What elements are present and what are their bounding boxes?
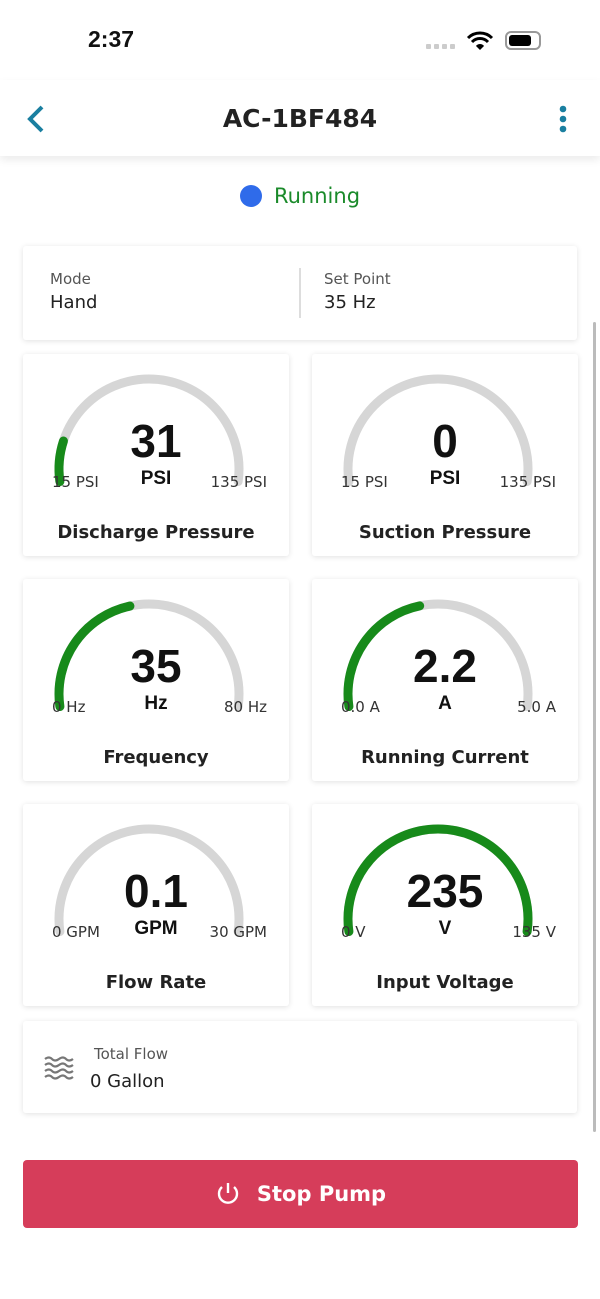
mode-value: Hand — [50, 292, 98, 313]
gauge-max: 80 Hz — [223, 698, 267, 716]
gauge-value: 235 — [406, 865, 484, 917]
gauge-name: Input Voltage — [376, 972, 514, 993]
total-flow-value: 0 Gallon — [90, 1071, 165, 1092]
wifi-icon — [466, 31, 494, 50]
gauge-max: 135 V — [512, 923, 556, 941]
power-icon — [217, 1183, 239, 1204]
gauge-fill — [54, 601, 135, 712]
gauge-card: 2.2 A 0.0 A 5.0 A Running Current — [312, 579, 578, 781]
gauge-card: 235 V 0 V 135 V Input Voltage — [312, 804, 578, 1006]
gauge-min: 0.0 A — [341, 698, 380, 716]
gauge-value: 2.2 — [413, 640, 477, 692]
gauge-min: 0 Hz — [52, 698, 86, 716]
gauge-value: 35 — [130, 640, 182, 692]
gauge-max: 30 GPM — [209, 923, 267, 941]
gauge-arc — [54, 824, 244, 937]
more-vertical-icon[interactable] — [556, 104, 570, 134]
gauge-min: 0 GPM — [52, 923, 100, 941]
scrollbar[interactable] — [593, 322, 596, 1132]
gauge-card: 0 PSI 15 PSI 135 PSI Suction Pressure — [312, 354, 578, 556]
gauge-value: 0 — [432, 415, 458, 467]
battery-icon — [505, 31, 541, 50]
gauge-fill — [343, 601, 425, 712]
gauge-track — [343, 374, 533, 487]
gauge-arc — [54, 374, 244, 487]
divider — [299, 268, 301, 318]
total-flow-card: Total Flow 0 Gallon — [23, 1021, 577, 1113]
app-header — [0, 80, 600, 156]
gauge-card: 35 Hz 0 Hz 80 Hz Frequency — [23, 579, 289, 781]
stop-pump-label: Stop Pump — [256, 1182, 387, 1206]
water-waves-icon — [44, 1056, 74, 1080]
page-title: AC-1BF484 — [222, 104, 378, 133]
gauge-unit: V — [438, 918, 452, 939]
gauge-max: 135 PSI — [210, 473, 267, 491]
gauge-min: 0 V — [341, 923, 366, 941]
gauge-name: Running Current — [361, 747, 529, 768]
gauge-min: 15 PSI — [52, 473, 99, 491]
stop-pump-button[interactable]: Stop Pump — [23, 1160, 578, 1228]
gauge-unit: A — [438, 693, 452, 714]
running-status: Running — [0, 184, 600, 208]
gauge-max: 5.0 A — [517, 698, 556, 716]
gauge-arc — [343, 599, 533, 712]
total-flow-label: Total Flow — [94, 1045, 169, 1063]
gauge-name: Discharge Pressure — [57, 522, 255, 543]
gauge-unit: PSI — [140, 468, 172, 489]
gauge-name: Flow Rate — [105, 972, 207, 993]
gauge-unit: Hz — [144, 693, 168, 714]
back-chevron-icon[interactable] — [24, 104, 48, 134]
gauge-min: 15 PSI — [341, 473, 388, 491]
setpoint-value: 35 Hz — [324, 292, 376, 313]
gauge-arc — [343, 374, 533, 487]
mode-setpoint-card: Mode Hand Set Point 35 Hz — [23, 246, 577, 340]
setpoint-label: Set Point — [324, 270, 391, 288]
gauge-card: 0.1 GPM 0 GPM 30 GPM Flow Rate — [23, 804, 289, 1006]
status-dot-icon — [239, 185, 262, 207]
gauge-card: 31 PSI 15 PSI 135 PSI Discharge Pressure — [23, 354, 289, 556]
gauge-track — [54, 374, 244, 487]
gauge-value: 31 — [130, 415, 182, 467]
gauge-arc — [54, 599, 244, 712]
gauge-unit: GPM — [134, 918, 178, 939]
status-label: Running — [273, 184, 361, 208]
gauge-name: Frequency — [103, 747, 209, 768]
gauge-track — [54, 824, 244, 937]
gauge-fill — [343, 824, 533, 937]
gauge-unit: PSI — [429, 468, 461, 489]
gauge-fill — [54, 436, 68, 487]
mode-label: Mode — [50, 270, 91, 288]
signal-icon — [426, 44, 455, 49]
gauge-max: 135 PSI — [499, 473, 556, 491]
gauge-value: 0.1 — [124, 865, 188, 917]
status-time: 2:37 — [88, 26, 135, 52]
gauge-arc — [343, 824, 533, 937]
gauge-name: Suction Pressure — [358, 522, 532, 543]
